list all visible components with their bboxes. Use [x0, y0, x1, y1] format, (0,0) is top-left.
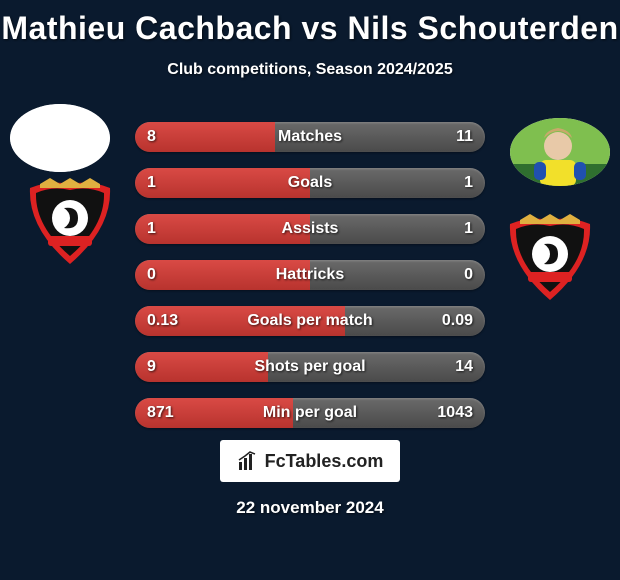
- stat-right-value: 14: [443, 352, 485, 382]
- stat-fill: [135, 398, 293, 428]
- stat-right-value: 0.09: [430, 306, 485, 336]
- stat-fill: [135, 122, 275, 152]
- stat-right-value: 1043: [425, 398, 485, 428]
- footer-brand: FcTables.com: [220, 440, 400, 482]
- stat-fill: [135, 306, 345, 336]
- stat-fill: [135, 352, 268, 382]
- stat-right-value: 1: [452, 168, 485, 198]
- stats-bars: 811Matches 11Goals 11Assists 00Hattricks 0.1…: [135, 122, 485, 444]
- footer-date: 22 november 2024: [0, 498, 620, 518]
- stat-row: 914Shots per goal: [135, 352, 485, 382]
- stat-fill: [135, 260, 310, 290]
- stat-row: 00Hattricks: [135, 260, 485, 290]
- stat-row: 0.130.09Goals per match: [135, 306, 485, 336]
- stat-row: 811Matches: [135, 122, 485, 152]
- stat-fill: [135, 168, 310, 198]
- stat-row: 11Assists: [135, 214, 485, 244]
- stat-fill: [135, 214, 310, 244]
- player-left-avatar: [10, 104, 110, 172]
- stat-row: 11Goals: [135, 168, 485, 198]
- footer-brand-text: FcTables.com: [265, 451, 384, 472]
- chart-icon: [237, 450, 259, 472]
- stat-right-value: 1: [452, 214, 485, 244]
- page-subtitle: Club competitions, Season 2024/2025: [0, 61, 620, 79]
- club-badge-left: [20, 178, 120, 266]
- stat-row: 8711043Min per goal: [135, 398, 485, 428]
- club-badge-right: [500, 214, 600, 302]
- stat-right-value: 0: [452, 260, 485, 290]
- stat-right-value: 11: [444, 122, 485, 152]
- player-right-avatar: [510, 118, 610, 186]
- page-title: Mathieu Cachbach vs Nils Schouterden: [0, 0, 620, 47]
